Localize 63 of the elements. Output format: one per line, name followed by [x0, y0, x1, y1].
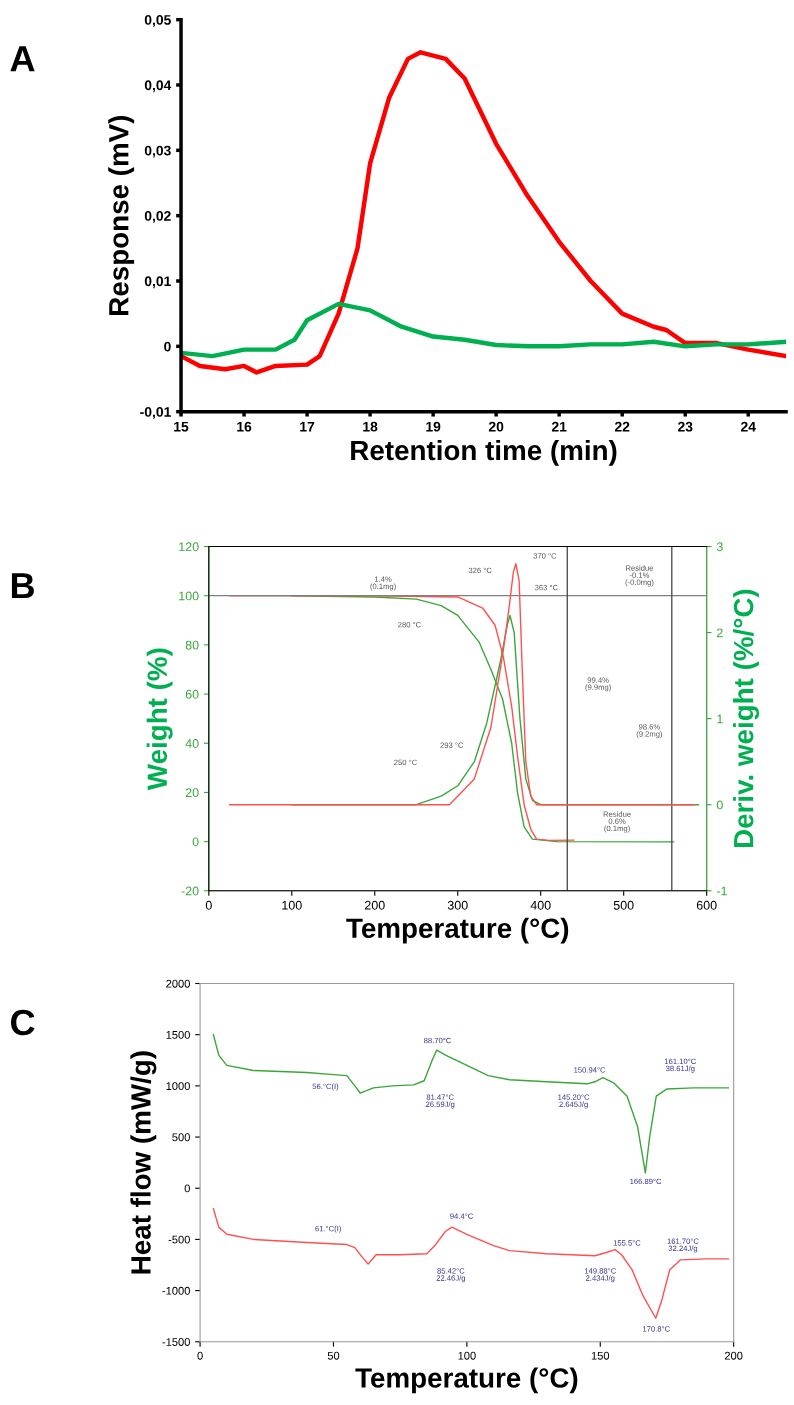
x-axis-title: Temperature (°C) — [346, 917, 569, 944]
y2-tick-label: 0 — [716, 800, 723, 810]
line-series — [181, 50, 787, 375]
line-series — [212, 1033, 730, 1174]
y-tick-label: 80 — [185, 640, 199, 650]
y-tick-label: 0,03 — [144, 145, 171, 158]
y-tick-label: 0 — [184, 1184, 190, 1193]
x-tick-label: 50 — [327, 1351, 340, 1360]
x-tick-label: 18 — [363, 421, 378, 432]
x-tick-label: 100 — [282, 900, 302, 910]
x-axis-title: Temperature (°C) — [355, 1367, 578, 1394]
x-tick-label: 100 — [458, 1351, 476, 1360]
x-tick-label: 15 — [174, 421, 189, 432]
text: C — [11, 1009, 35, 1036]
line-series — [212, 1208, 730, 1319]
x-tick-label: 16 — [237, 421, 252, 432]
x-axis-title: Retention time (min) — [351, 439, 617, 466]
y-tick-label: -1000 — [162, 1286, 190, 1295]
y-tick-label: -0,01 — [140, 407, 171, 419]
y-tick-label: 1500 — [166, 1030, 190, 1039]
y-tick-label: 20 — [185, 788, 199, 798]
y-tick-label: -500 — [168, 1235, 190, 1244]
x-tick-label: 19 — [426, 421, 441, 432]
y-tick-label: -1500 — [162, 1338, 190, 1346]
x-tick-label: 200 — [364, 900, 385, 910]
x-tick-label: 23 — [677, 421, 693, 432]
y-tick-label: 500 — [172, 1133, 190, 1142]
y-axis-title: Weight (%) — [146, 648, 173, 791]
x-tick-label: 200 — [724, 1351, 743, 1360]
y2-axis-title: Deriv. weight (%/°C) — [733, 589, 760, 848]
x-tick-label: 150 — [591, 1351, 610, 1360]
y-tick-label: 0 — [164, 341, 171, 352]
x-tick-label: 500 — [613, 900, 634, 910]
y-tick-label: 40 — [185, 739, 199, 748]
y-tick-label: -20 — [181, 886, 199, 896]
y-axis-title: Heat flow (mW/g) — [130, 1051, 157, 1274]
y2-tick-label: 2 — [717, 628, 723, 638]
y2-tick-label: 1 — [717, 714, 723, 724]
y-tick-label: 0,04 — [144, 80, 172, 93]
y2-tick-label: 3 — [716, 542, 723, 552]
text: B — [11, 573, 34, 599]
x-tick-label: 0 — [205, 900, 212, 910]
x-tick-label: 20 — [488, 421, 504, 432]
y-tick-label: 100 — [179, 591, 199, 601]
y-tick-label: 0,05 — [144, 15, 171, 27]
text: A — [10, 46, 35, 72]
x-tick-label: 300 — [447, 900, 468, 910]
x-tick-label: 21 — [551, 421, 567, 432]
y-tick-label: 0,01 — [144, 276, 171, 289]
line-series — [181, 301, 787, 359]
y-tick-label: 0,02 — [144, 211, 171, 223]
y-tick-label: 1000 — [166, 1082, 190, 1090]
x-tick-label: 17 — [300, 421, 315, 432]
x-tick-label: 400 — [530, 900, 551, 910]
y-axis-title: Response (mV) — [108, 115, 135, 315]
y-tick-label: 2000 — [166, 979, 190, 988]
y2-tick-label: -1 — [716, 886, 727, 896]
x-tick-label: 22 — [614, 421, 630, 432]
x-tick-label: 600 — [696, 900, 717, 910]
x-tick-label: 24 — [741, 421, 756, 432]
y-tick-label: 120 — [179, 542, 199, 552]
y-tick-label: 60 — [185, 689, 199, 699]
y-tick-label: 0 — [192, 837, 199, 847]
